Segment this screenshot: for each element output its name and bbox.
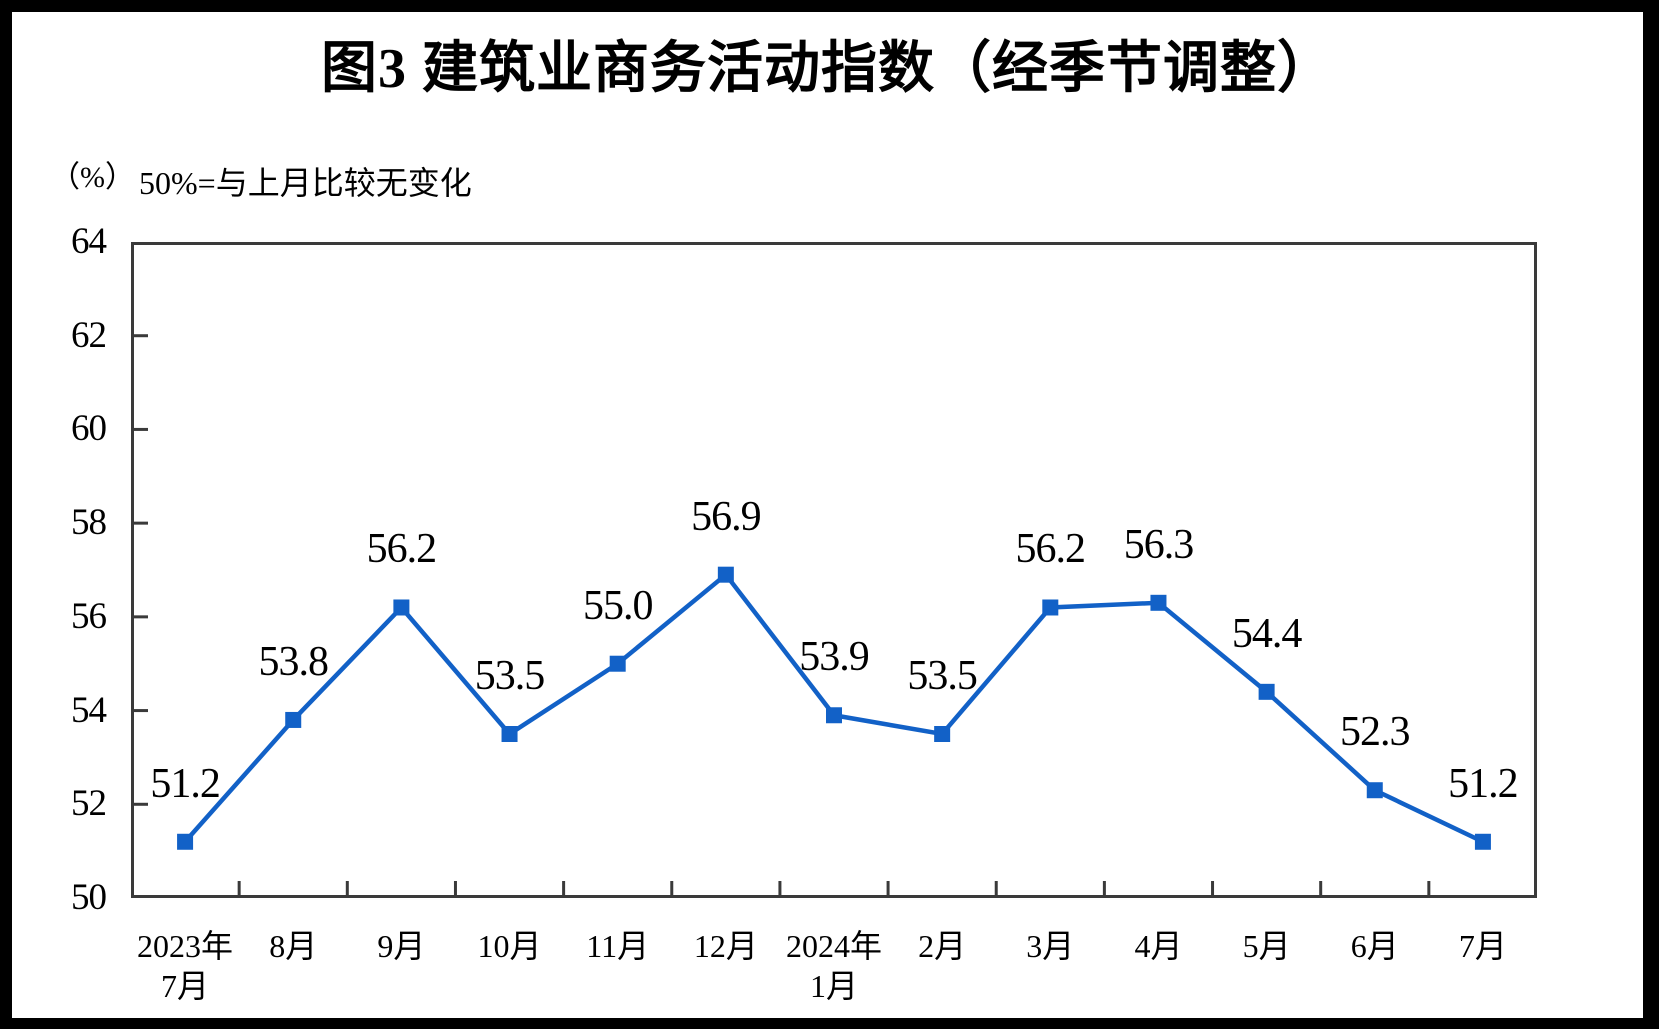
y-axis-tick-label: 52: [71, 783, 107, 825]
series-marker: [934, 726, 951, 742]
series-marker: [1366, 782, 1383, 799]
data-label: 56.3: [1123, 521, 1195, 568]
x-axis-tick-label: 2月: [918, 928, 967, 964]
data-label: 53.5: [907, 653, 978, 699]
chart-title: 图3 建筑业商务活动指数（经季节调整）: [321, 38, 1334, 100]
x-axis-tick-label: 10月: [477, 928, 542, 964]
series-marker: [501, 726, 518, 742]
series-marker: [393, 599, 410, 616]
x-axis-tick-label: 6月: [1350, 928, 1399, 964]
data-label: 54.4: [1231, 610, 1303, 657]
series-marker: [826, 707, 842, 724]
data-label: 56.2: [366, 526, 438, 573]
data-label: 51.2: [1448, 760, 1519, 807]
x-axis-tick-label: 2024年 1月: [785, 928, 882, 1004]
series-marker: [285, 711, 302, 728]
data-label: 53.9: [799, 634, 870, 681]
data-label: 56.2: [1015, 526, 1087, 573]
data-label: 56.9: [691, 493, 762, 540]
y-axis-tick-label: 64: [71, 221, 107, 262]
y-axis-tick-label: 54: [71, 689, 107, 731]
series-marker: [1150, 594, 1167, 611]
data-label: 55.0: [582, 582, 654, 629]
data-label: 53.8: [258, 638, 329, 685]
data-label: 52.3: [1340, 709, 1411, 756]
series-marker: [609, 655, 626, 672]
x-axis-tick-label: 7月: [1458, 928, 1507, 964]
x-axis-tick-label: 5月: [1242, 928, 1291, 964]
plot-area: [131, 242, 1537, 898]
chart-subtitle: 50%=与上月比较无变化: [139, 165, 472, 201]
data-label: 53.5: [474, 653, 546, 699]
series-marker: [1258, 683, 1275, 700]
x-axis-tick-label: 3月: [1026, 928, 1075, 964]
x-axis-tick-label: 4月: [1134, 928, 1183, 964]
line-series-svg: [134, 334, 1491, 895]
series-marker: [717, 566, 734, 583]
y-axis-tick-label: 60: [71, 408, 107, 450]
y-axis-unit-label: （%）: [50, 161, 135, 194]
x-axis-tick-label: 12月: [693, 928, 758, 964]
series-marker: [177, 833, 194, 850]
y-axis-tick-label: 56: [71, 595, 107, 637]
data-label: 51.2: [150, 760, 221, 807]
series-marker: [1474, 833, 1491, 850]
y-axis-tick-label: 50: [71, 877, 107, 918]
y-axis-tick-label: 62: [71, 314, 107, 356]
y-axis-tick-label: 58: [71, 502, 107, 544]
x-axis-tick-label: 9月: [377, 928, 426, 964]
series-marker: [1042, 599, 1059, 616]
x-axis-tick-label: 2023年 7月: [137, 928, 234, 1004]
chart-canvas: 图3 建筑业商务活动指数（经季节调整） （%） 50%=与上月比较无变化 64 6…: [12, 12, 1643, 1018]
x-axis-tick-label: 8月: [269, 928, 318, 964]
x-axis-tick-label: 11月: [586, 928, 650, 964]
